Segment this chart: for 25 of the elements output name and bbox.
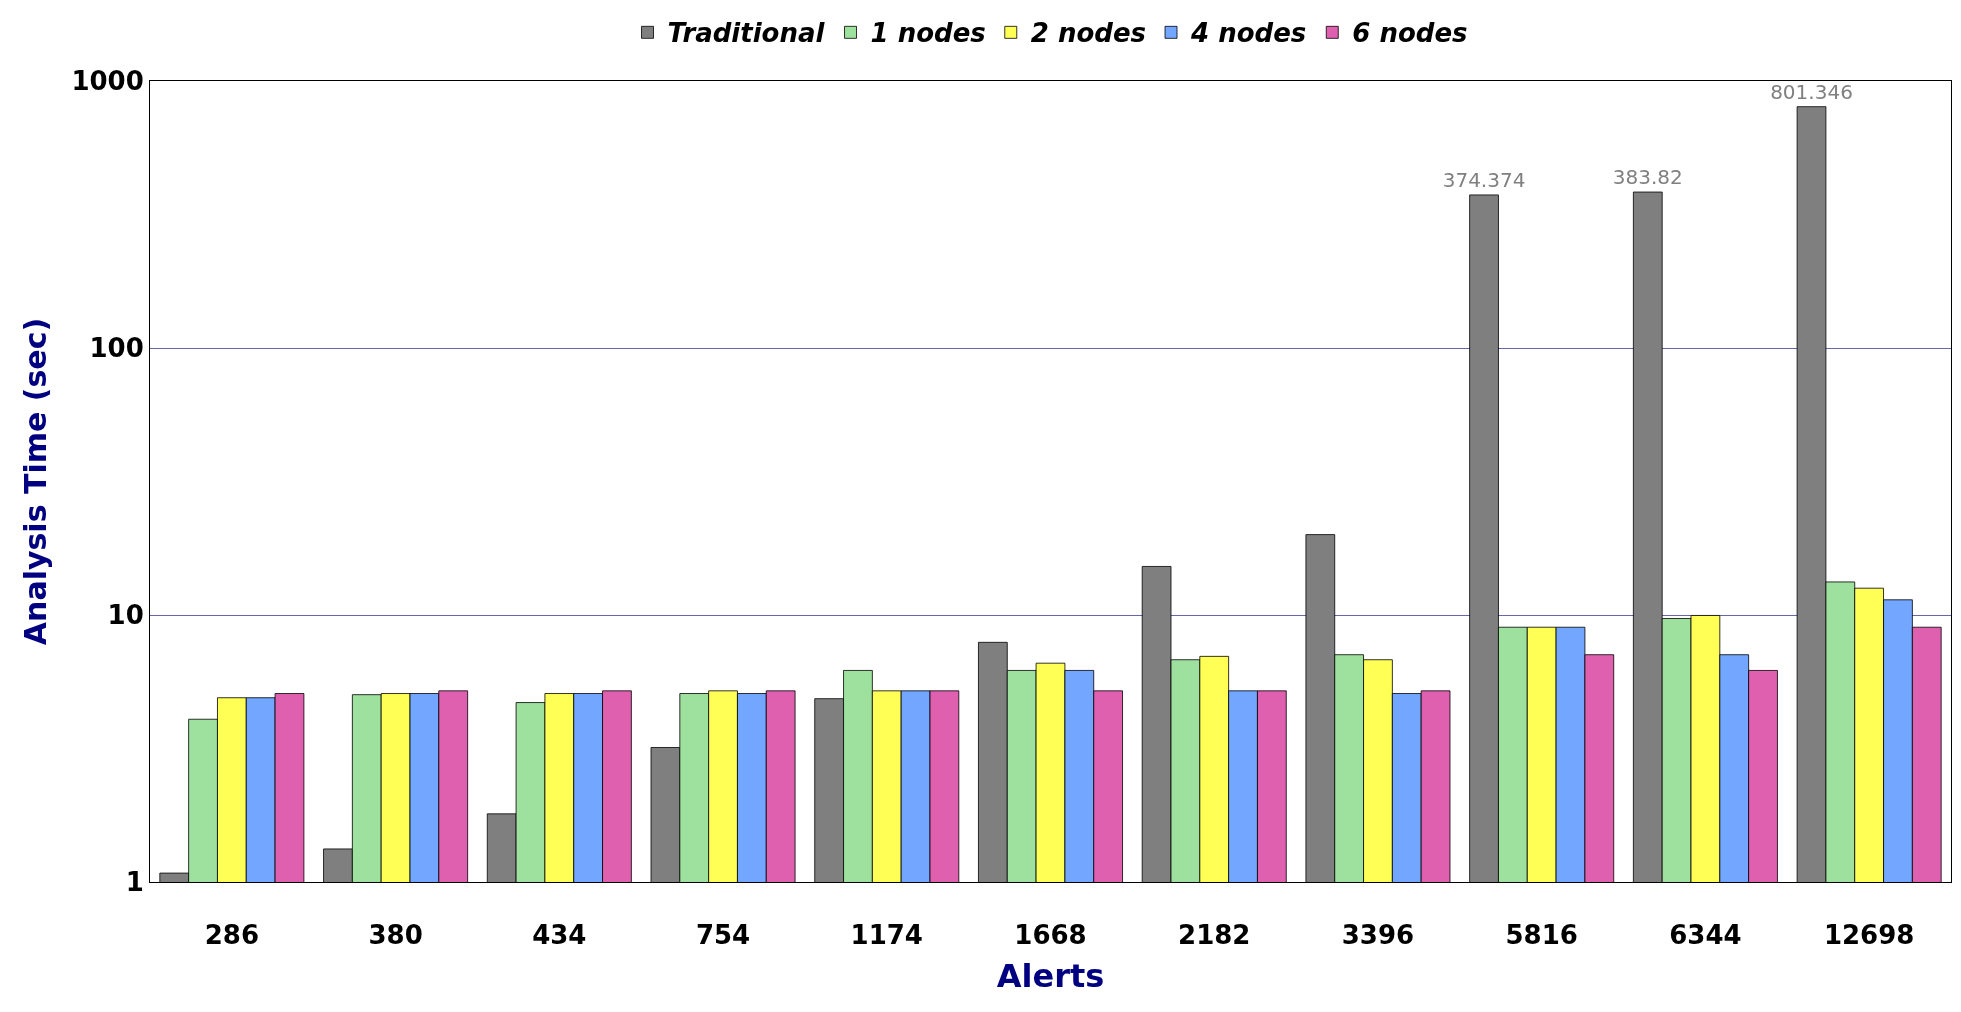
legend-label: 4 nodes bbox=[1190, 18, 1307, 49]
x-tick-label: 5816 bbox=[1505, 920, 1578, 951]
y-axis-title: Analysis Time (sec) bbox=[18, 317, 54, 646]
x-tick-label: 286 bbox=[204, 920, 259, 951]
x-tick-label: 380 bbox=[368, 920, 423, 951]
x-tick-label: 434 bbox=[532, 920, 587, 951]
legend-label: Traditional bbox=[667, 18, 826, 49]
y-tick-label: 1 bbox=[125, 867, 144, 898]
y-tick-label: 10 bbox=[107, 600, 144, 631]
y-tick-label: 100 bbox=[89, 333, 144, 364]
x-tick-label: 3396 bbox=[1341, 920, 1415, 951]
legend-label: 6 nodes bbox=[1352, 18, 1468, 49]
x-tick-label: 754 bbox=[695, 920, 751, 951]
x-axis-title: Alerts bbox=[996, 957, 1105, 996]
x-tick-label: 2182 bbox=[1178, 920, 1251, 951]
x-tick-label: 1668 bbox=[1014, 920, 1087, 951]
data-label: 801.346 bbox=[1770, 79, 1853, 104]
data-label: 383.82 bbox=[1612, 165, 1683, 190]
y-tick-label: 1000 bbox=[71, 66, 144, 97]
legend-label: 2 nodes bbox=[1030, 18, 1147, 49]
x-tick-label: 1174 bbox=[850, 920, 923, 951]
x-tick-label: 6344 bbox=[1669, 920, 1742, 951]
data-label: 374.374 bbox=[1442, 167, 1526, 192]
x-tick-label: 12698 bbox=[1823, 920, 1915, 951]
legend-label: 1 nodes bbox=[870, 18, 986, 49]
